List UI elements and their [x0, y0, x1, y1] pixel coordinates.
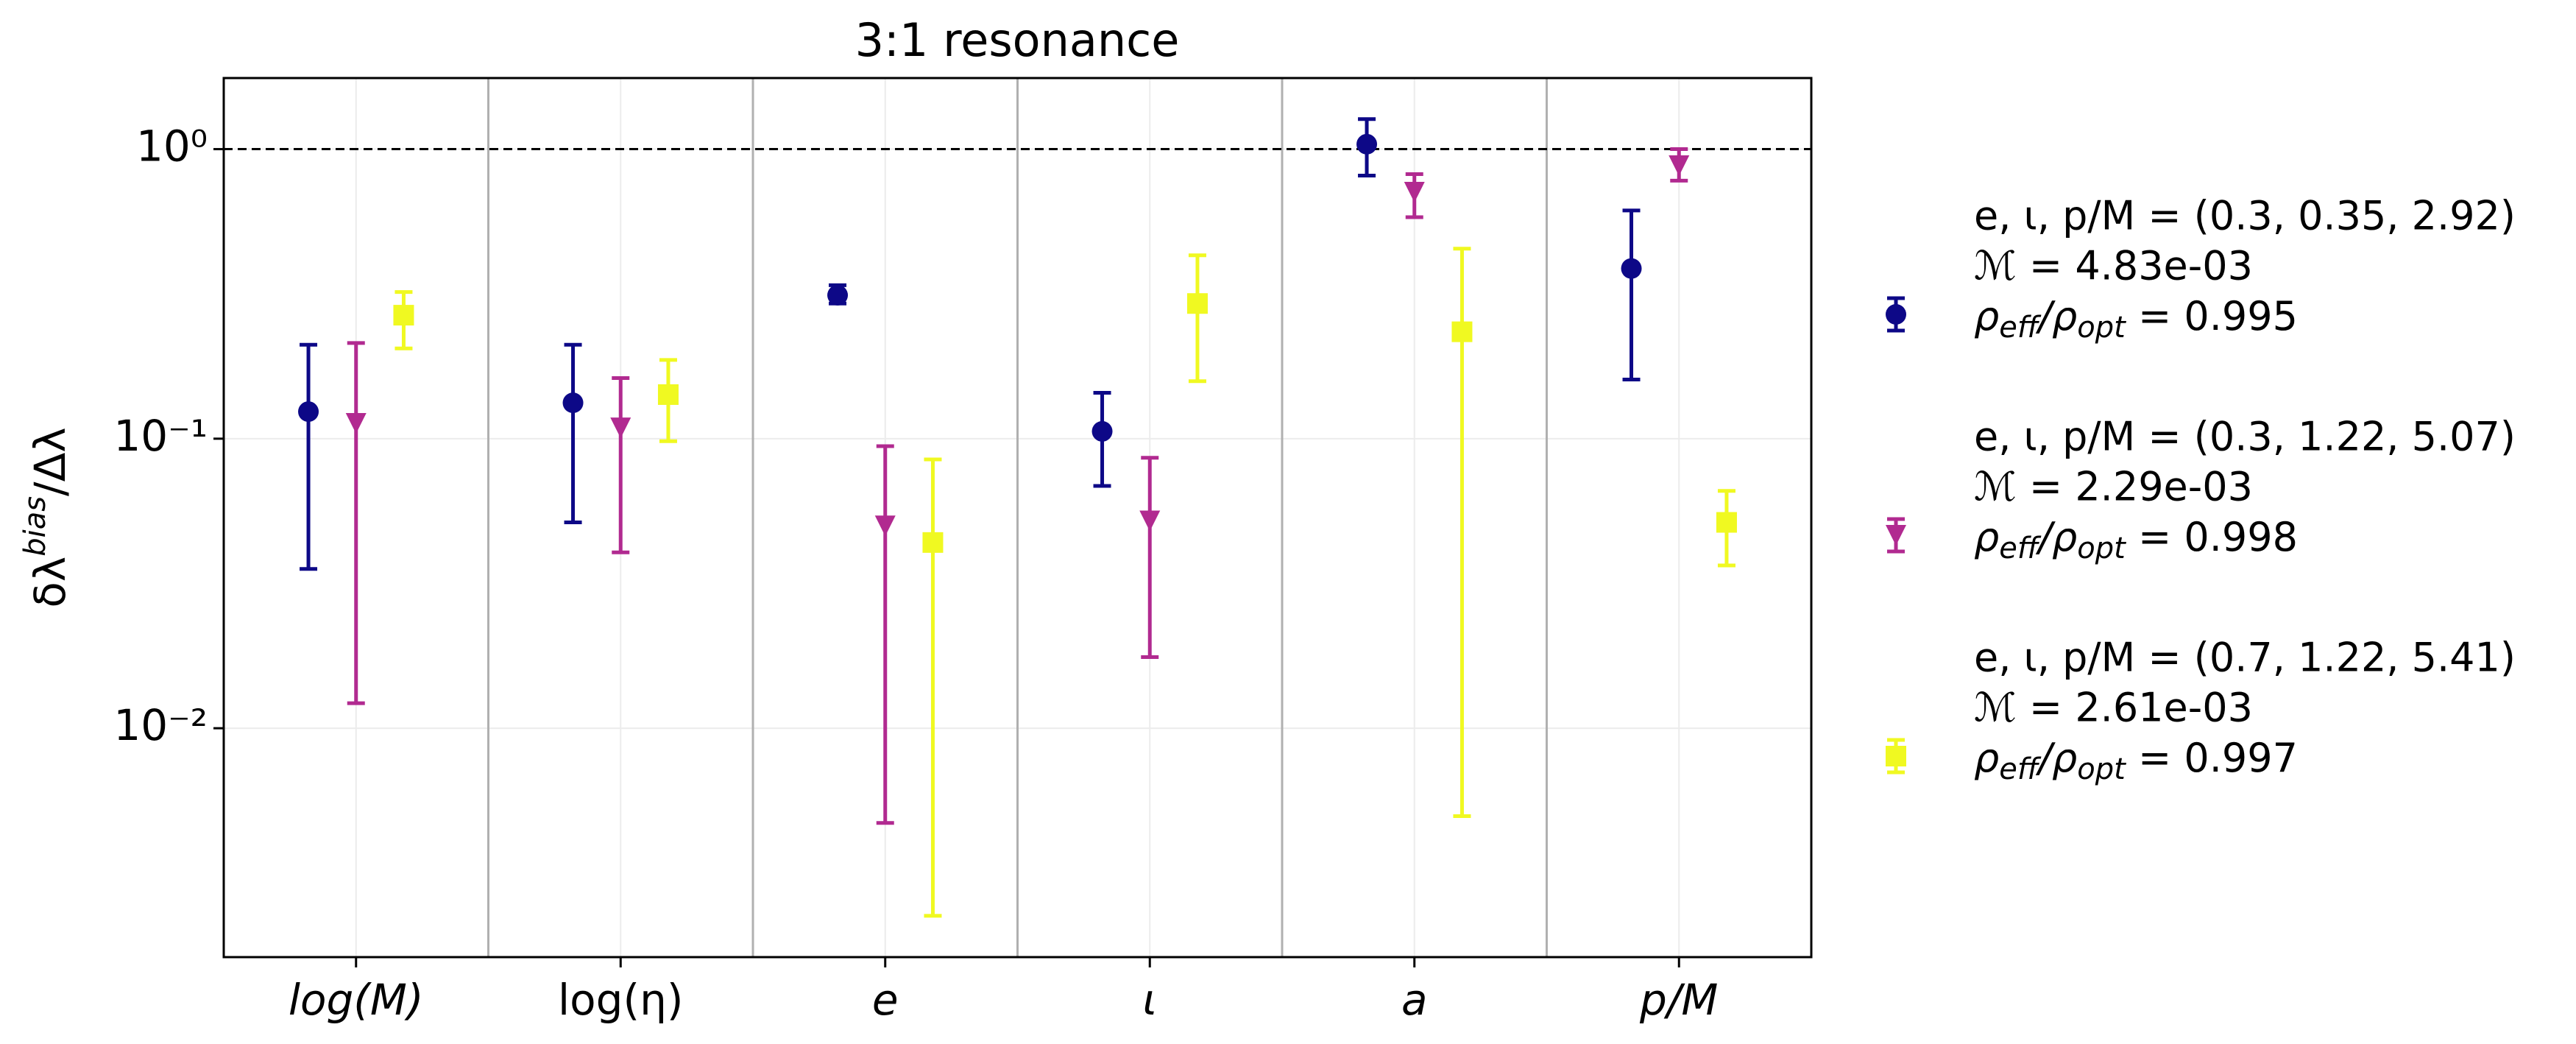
- marker: [562, 392, 584, 414]
- marker: [922, 532, 944, 553]
- y-tick-label: 10⁻²: [113, 700, 208, 750]
- plot-frame: [222, 77, 1813, 959]
- legend-snr: ρeff/ρopt = 0.997: [1974, 735, 2298, 786]
- marker: [874, 515, 896, 537]
- legend-entry: e, ι, p/M = (0.3, 1.22, 5.07)ℳ = 2.29e-0…: [1886, 414, 2516, 565]
- marker: [1186, 293, 1208, 314]
- legend-snr-part: /ρ: [2036, 735, 2077, 781]
- legend-label: e, ι, p/M = (0.7, 1.22, 5.41): [1974, 635, 2516, 681]
- marker: [1404, 182, 1425, 203]
- marker: [1356, 133, 1378, 155]
- legend-entry: e, ι, p/M = (0.3, 0.35, 2.92)ℳ = 4.83e-0…: [1886, 193, 2516, 345]
- legend-snr-part: = 0.997: [2126, 735, 2298, 781]
- legend-snr-part: eff: [1999, 311, 2042, 345]
- legend-snr-part: /ρ: [2036, 514, 2077, 560]
- marker: [1886, 525, 1906, 546]
- y-axis-label: δλbias/Δλ: [18, 427, 75, 607]
- marker: [345, 412, 367, 434]
- x-tick-label: e: [872, 975, 899, 1025]
- legend-snr-part: = 0.998: [2126, 514, 2298, 560]
- x-tick-label: a: [1401, 975, 1428, 1025]
- legend-snr: ρeff/ρopt = 0.998: [1974, 514, 2298, 565]
- marker: [1669, 155, 1690, 176]
- legend-snr-part: = 0.995: [2126, 293, 2298, 339]
- legend-snr-part: ρ: [1974, 514, 1999, 560]
- marker: [657, 384, 679, 405]
- legend-snr-part: opt: [2077, 752, 2126, 786]
- x-tick-label: p/M: [1639, 975, 1718, 1025]
- marker: [1139, 510, 1161, 532]
- legend-label: e, ι, p/M = (0.3, 1.22, 5.07): [1974, 414, 2516, 460]
- legend-mismatch: ℳ = 2.61e-03: [1974, 685, 2253, 731]
- marker: [393, 305, 414, 326]
- legend-mismatch: ℳ = 4.83e-03: [1974, 243, 2253, 289]
- legend-snr-part: opt: [2077, 311, 2126, 345]
- marker: [827, 284, 849, 306]
- marker: [1886, 304, 1906, 325]
- x-tick-label: ι: [1142, 975, 1157, 1025]
- y-tick-label: 10⁰: [136, 121, 208, 172]
- legend-entry: e, ι, p/M = (0.7, 1.22, 5.41)ℳ = 2.61e-0…: [1886, 635, 2516, 786]
- marker: [1886, 746, 1906, 766]
- y-label-part: δλ: [25, 557, 75, 608]
- legend-mismatch: ℳ = 2.29e-03: [1974, 464, 2253, 510]
- marker: [610, 417, 631, 439]
- x-tick-label: log(η): [558, 975, 683, 1025]
- legend-snr-part: opt: [2077, 532, 2126, 565]
- legend-snr-part: ρ: [1974, 293, 1999, 339]
- legend-snr-part: eff: [1999, 532, 2042, 565]
- legend-snr-part: ρ: [1974, 735, 1999, 781]
- y-tick-label: 10⁻¹: [113, 411, 208, 461]
- marker: [1451, 321, 1473, 342]
- legend-snr-part: eff: [1999, 752, 2042, 786]
- marker: [1091, 420, 1113, 442]
- y-label-part: /Δλ: [25, 427, 75, 496]
- chart-title: 3:1 resonance: [855, 13, 1180, 67]
- marker: [1621, 258, 1642, 279]
- marker: [298, 401, 319, 423]
- legend-label: e, ι, p/M = (0.3, 0.35, 2.92): [1974, 193, 2516, 239]
- marker: [1716, 512, 1737, 533]
- legend-snr: ρeff/ρopt = 0.995: [1974, 293, 2298, 345]
- legend-snr-part: /ρ: [2036, 293, 2077, 339]
- x-tick-label: log(M): [289, 975, 424, 1025]
- y-label-sup: bias: [18, 496, 52, 557]
